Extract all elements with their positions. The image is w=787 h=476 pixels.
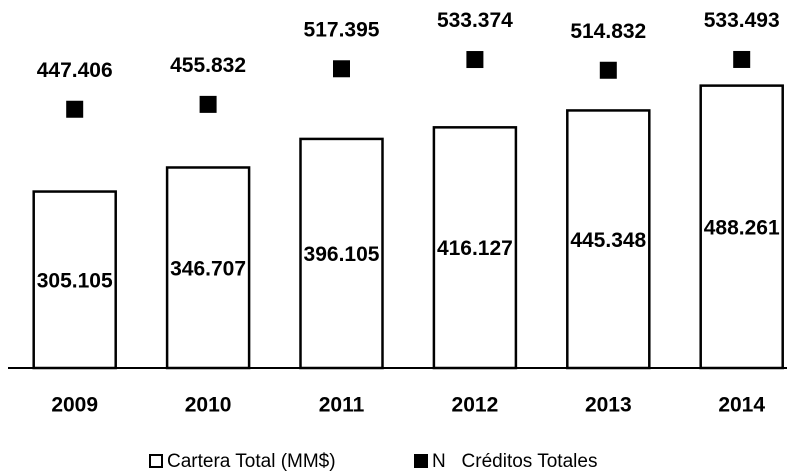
x-tick-label: 2014	[718, 394, 765, 417]
bar	[32, 190, 117, 370]
data-label: 447.406	[37, 59, 113, 82]
data-label: 305.105	[37, 269, 113, 292]
data-label: 488.261	[704, 216, 780, 239]
x-tick-label: 2009	[51, 394, 98, 417]
data-label: 533.374	[437, 9, 513, 32]
marker	[733, 50, 751, 68]
legend-swatch	[414, 454, 428, 468]
legend-swatch	[149, 454, 163, 468]
bar	[299, 137, 384, 370]
data-label: 346.707	[170, 257, 246, 280]
data-label: 514.832	[570, 20, 646, 43]
x-tick-label: 2011	[319, 394, 365, 417]
bar	[699, 84, 784, 370]
data-label: 396.105	[304, 243, 380, 266]
x-tick-label: 2010	[185, 394, 232, 417]
marker	[66, 100, 84, 118]
data-label: 533.493	[704, 9, 780, 32]
bar	[165, 166, 251, 370]
data-label: 416.127	[437, 237, 513, 260]
x-tick-label: 2012	[452, 394, 499, 417]
x-tick-label: 2013	[585, 394, 632, 417]
marker	[599, 61, 617, 79]
marker	[199, 95, 217, 113]
data-label: 445.348	[570, 229, 646, 252]
data-label: 517.395	[304, 18, 380, 41]
marker	[466, 51, 484, 69]
bar	[432, 126, 518, 370]
marker	[333, 60, 350, 78]
data-label: 455.832	[170, 54, 246, 77]
legend-label: Cartera Total (MM$)	[167, 451, 336, 472]
legend-label: N Créditos Totales	[432, 451, 597, 472]
